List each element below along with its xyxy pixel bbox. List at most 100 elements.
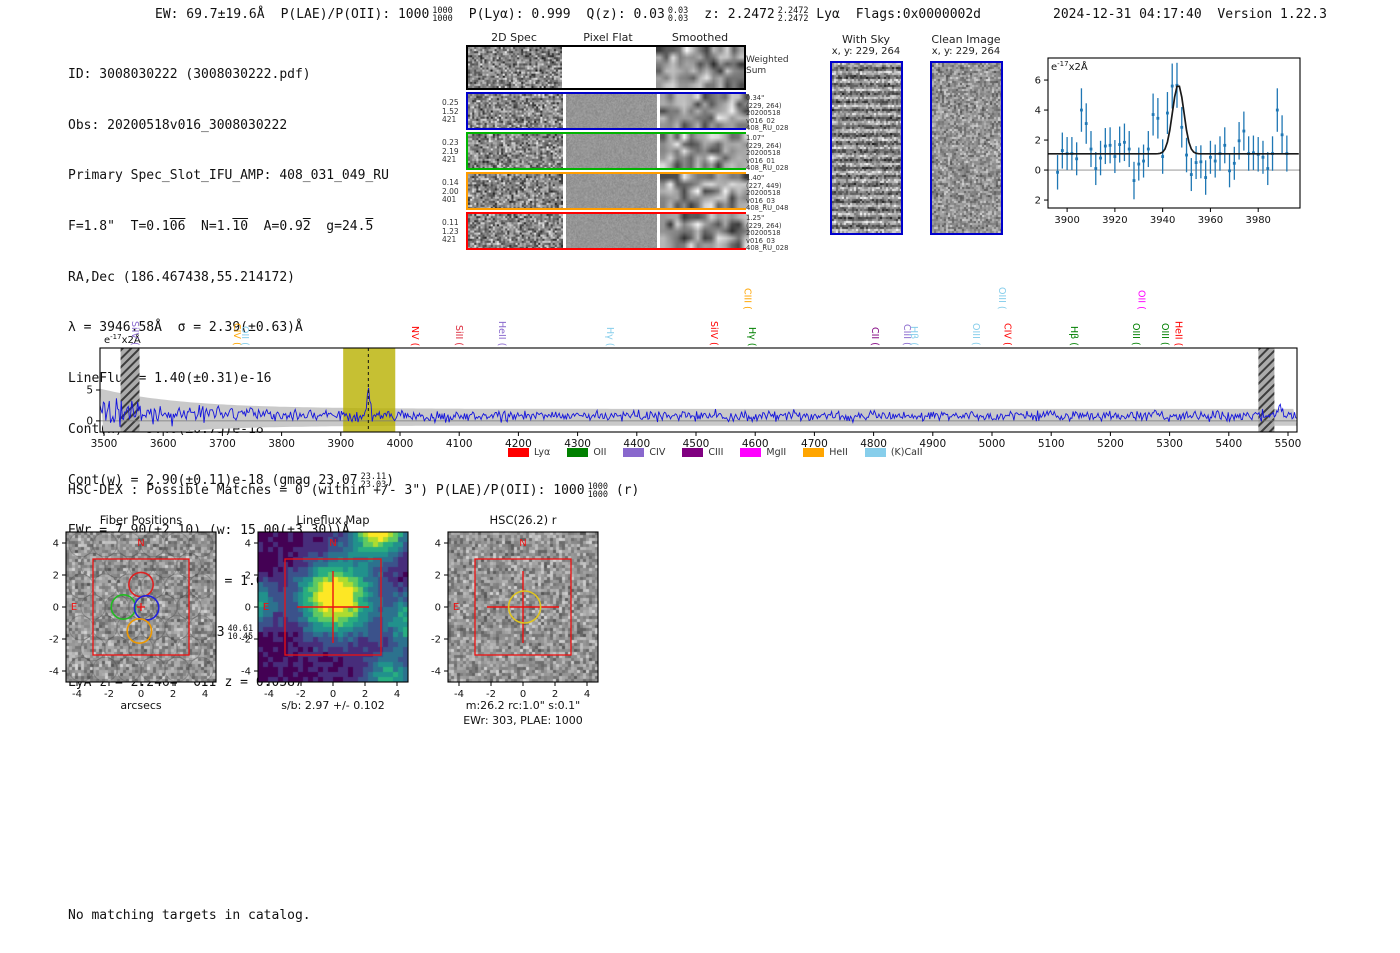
smoothed-cell bbox=[660, 174, 750, 208]
plae-hi-lo: 1000 1000 bbox=[432, 6, 453, 24]
svg-text:4800: 4800 bbox=[860, 438, 887, 450]
col-title-pixel-flat: Pixel Flat bbox=[583, 31, 633, 44]
svg-text:4700: 4700 bbox=[801, 438, 828, 450]
svg-text:-4: -4 bbox=[431, 667, 441, 678]
data-point bbox=[1080, 108, 1083, 112]
legend-swatch bbox=[803, 448, 825, 457]
svg-text:5300: 5300 bbox=[1156, 438, 1183, 450]
ifu-fiber-outline bbox=[140, 656, 166, 683]
east-label: E bbox=[453, 602, 459, 613]
lineflux-map-overlay: -4 -4 -2 -2 0 0 2 2 4 4 N E bbox=[241, 531, 409, 700]
masked-band bbox=[120, 348, 140, 432]
data-point bbox=[1209, 155, 1212, 159]
fiber-positions-title: Fiber Positions bbox=[99, 513, 183, 527]
svg-text:4: 4 bbox=[53, 539, 59, 550]
spec2d-cell bbox=[468, 94, 563, 128]
legend-label: CIII bbox=[708, 447, 724, 458]
svg-text:-4: -4 bbox=[72, 689, 82, 700]
svg-text:0: 0 bbox=[520, 689, 526, 700]
data-point bbox=[1189, 173, 1193, 176]
pixel-flat-cell bbox=[565, 134, 658, 168]
hsc-caption-2: EWr: 303, PLAE: 1000 bbox=[463, 714, 583, 727]
svg-text:0: 0 bbox=[330, 689, 336, 700]
legend-item-oii: OII bbox=[567, 447, 606, 458]
emission-line-label-nv: NV ( bbox=[408, 325, 420, 346]
lineflux-map-title: Lineflux Map bbox=[296, 513, 370, 527]
legend-label: MgII bbox=[766, 447, 787, 458]
data-point bbox=[1185, 153, 1188, 157]
svg-text:4: 4 bbox=[394, 689, 400, 700]
data-point bbox=[1161, 155, 1165, 158]
data-point bbox=[1204, 176, 1208, 179]
svg-text:0: 0 bbox=[53, 603, 59, 614]
legend-label: CIV bbox=[649, 447, 666, 458]
ifu-fiber-outline bbox=[128, 552, 154, 579]
with-sky-coords: x, y: 229, 264 bbox=[831, 46, 901, 57]
svg-text:-2: -2 bbox=[241, 635, 251, 646]
data-point bbox=[1151, 113, 1155, 116]
col-title-2d-spec: 2D Spec bbox=[491, 31, 537, 44]
data-point bbox=[1156, 116, 1160, 120]
data-point bbox=[1108, 143, 1112, 147]
svg-text:3900: 3900 bbox=[1054, 215, 1079, 226]
data-point bbox=[1084, 122, 1088, 125]
extraction-box bbox=[92, 558, 190, 656]
ifu-fiber-outline bbox=[104, 635, 130, 662]
svg-text:3800: 3800 bbox=[268, 438, 295, 450]
svg-text:4: 4 bbox=[435, 539, 441, 550]
emission-line-label-oiii: OIII ( bbox=[996, 287, 1008, 310]
svg-text:2: 2 bbox=[1035, 136, 1041, 147]
svg-text:-4: -4 bbox=[454, 689, 464, 700]
svg-text:5: 5 bbox=[86, 385, 93, 397]
spec2d-row-fiber-1: 0.25 1.52 421 0.34" (229, 264) 20200518 v016_0… bbox=[442, 92, 788, 132]
data-point bbox=[1252, 151, 1255, 155]
legend-item-heii: HeII bbox=[803, 447, 848, 458]
emission-line-label-oiii: OIII ( bbox=[1159, 323, 1171, 346]
svg-text:5500: 5500 bbox=[1275, 438, 1302, 450]
legend-swatch bbox=[864, 448, 886, 457]
svg-text:6: 6 bbox=[1035, 76, 1041, 87]
spec2d-cutout-rows: Weighted Sum 0.25 1.52 421 0.34" (229, 264) 202… bbox=[442, 45, 789, 252]
ifu-fiber-outline bbox=[164, 656, 190, 683]
emission-line-label-civ: CIV ( bbox=[1001, 323, 1013, 346]
svg-text:2: 2 bbox=[53, 571, 59, 582]
ifu-fiber-outline bbox=[104, 594, 130, 620]
svg-text:3600: 3600 bbox=[150, 438, 177, 450]
svg-text:0: 0 bbox=[138, 689, 144, 700]
info-slot: Primary Spec_Slot_IFU_AMP: 408_031_049_R… bbox=[68, 168, 389, 184]
north-label: N bbox=[329, 538, 336, 549]
info-radec: RA,Dec (186.467438,55.214172) bbox=[68, 269, 295, 285]
svg-text:5000: 5000 bbox=[979, 438, 1006, 450]
clean-image-panel bbox=[930, 61, 1003, 235]
selected-fiber-circle bbox=[110, 594, 137, 620]
spectrum-trace bbox=[99, 387, 1298, 427]
full-spectrum-plot: 3500 3600 3700 3800 3900 4000 4100 4200 4300 4400… bbox=[86, 333, 1302, 450]
emission-line-label-oii: OII ( bbox=[239, 326, 251, 346]
svg-text:0: 0 bbox=[245, 603, 251, 614]
emission-line-label-heii: HeII ( bbox=[496, 320, 507, 346]
data-point bbox=[1132, 179, 1136, 182]
svg-text:-2: -2 bbox=[1035, 196, 1041, 207]
smoothed-cell bbox=[655, 47, 744, 88]
spec2d-cell bbox=[468, 47, 563, 88]
legend-item-civ: CIV bbox=[623, 447, 665, 458]
east-label: E bbox=[263, 602, 269, 613]
hsc-dex-match-line: HSC-DEX : Possible Matches = 0 (within +… bbox=[68, 482, 640, 500]
ifu-fiber-outline bbox=[68, 573, 94, 599]
emission-line-label-oiii: OIII ( bbox=[1130, 323, 1142, 346]
svg-text:5100: 5100 bbox=[1038, 438, 1065, 450]
ifu-fiber-outline bbox=[188, 573, 214, 599]
info-obs: Obs: 20200518v016_3008030222 bbox=[68, 117, 288, 133]
spec2d-cell bbox=[468, 174, 563, 208]
info-wavelength: λ = 3946.58Å σ = 2.39(±0.63)Å bbox=[68, 320, 303, 336]
data-point bbox=[1170, 84, 1174, 88]
clean-image-title: Clean Image bbox=[931, 33, 1001, 46]
ifu-fiber-outline bbox=[68, 531, 94, 558]
pixel-flat-cell bbox=[565, 214, 658, 248]
smoothed-cell bbox=[660, 134, 750, 168]
col-title-smoothed: Smoothed bbox=[671, 31, 729, 44]
emission-line-label-hγ: Hγ ( bbox=[603, 326, 615, 347]
svg-text:4: 4 bbox=[584, 689, 590, 700]
data-point bbox=[1118, 143, 1122, 146]
svg-text:2: 2 bbox=[362, 689, 368, 700]
